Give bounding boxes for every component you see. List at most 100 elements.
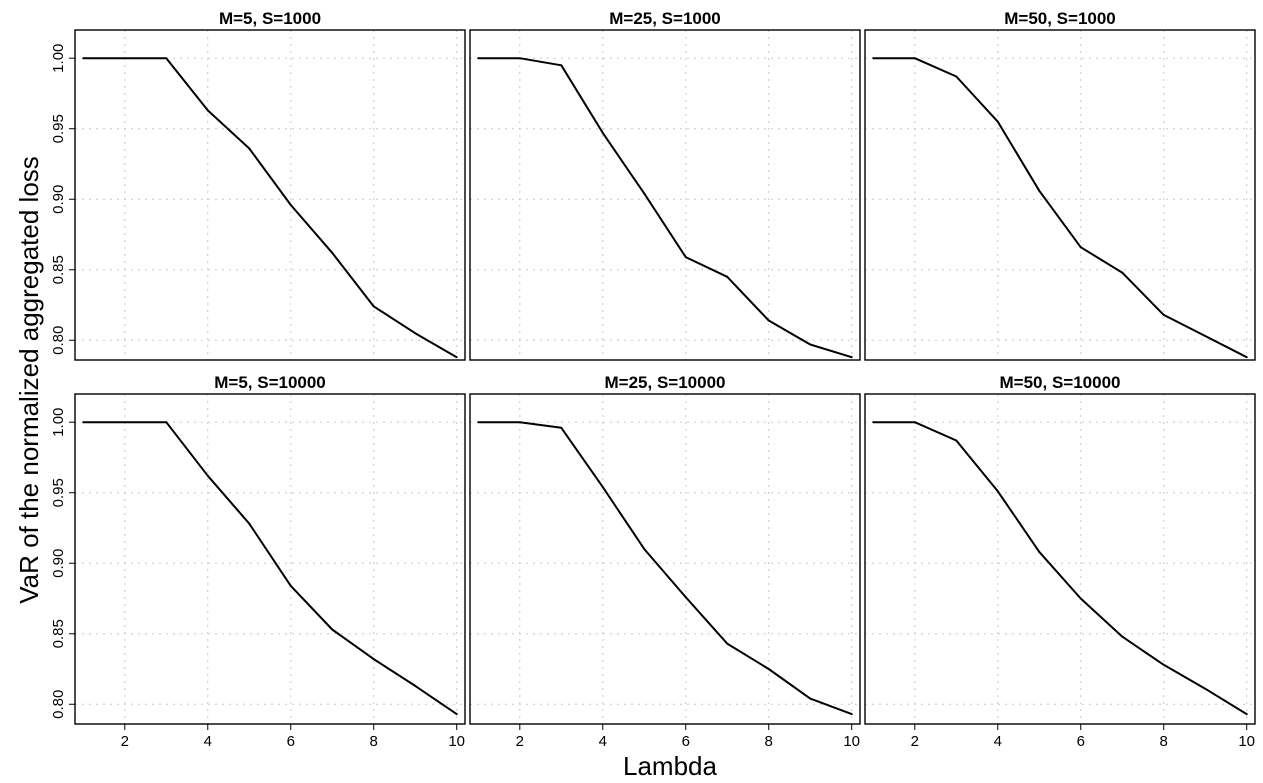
data-point [331, 628, 334, 631]
x-tick-label: 4 [204, 733, 212, 750]
data-point [955, 75, 958, 78]
data-point [643, 192, 646, 195]
series-line [873, 421, 1248, 715]
panel-title: M=5, S=1000 [219, 9, 321, 28]
data-point [206, 474, 209, 477]
chart-panel: M=5, S=1000 0.80 0.85 0.90 0.95 1.00 [50, 9, 466, 361]
data-point [1245, 713, 1248, 716]
x-tick-label: 6 [682, 733, 690, 750]
data-point [601, 486, 604, 489]
data-point [477, 421, 480, 424]
data-point [248, 147, 251, 150]
y-tick-label: 0.90 [50, 185, 67, 214]
chart-panel: M=25, S=10000 2 4 6 8 10 [469, 373, 861, 750]
data-point [850, 713, 853, 716]
data-point [560, 64, 563, 67]
y-tick-label: 0.80 [50, 326, 67, 355]
x-tick-label: 2 [121, 733, 129, 750]
y-tick-label: 0.95 [50, 478, 67, 507]
panel-title: M=25, S=1000 [609, 9, 721, 28]
data-point [518, 57, 521, 60]
data-point [1079, 246, 1082, 249]
data-point [1162, 313, 1165, 316]
data-point [1121, 271, 1124, 274]
data-point [414, 332, 417, 335]
data-point [372, 658, 375, 661]
data-point [955, 439, 958, 442]
data-point [1079, 597, 1082, 600]
data-point [82, 57, 85, 60]
data-point [1038, 189, 1041, 192]
data-point [643, 548, 646, 551]
panel-title: M=5, S=10000 [214, 373, 326, 392]
data-point [996, 120, 999, 123]
data-point [82, 421, 85, 424]
x-tick-label: 6 [287, 733, 295, 750]
data-point [414, 684, 417, 687]
data-point [872, 421, 875, 424]
x-tick-label: 10 [1238, 733, 1255, 750]
data-point [560, 426, 563, 429]
data-point [601, 131, 604, 134]
data-point [684, 256, 687, 259]
y-tick-label: 0.85 [50, 619, 67, 648]
x-tick-label: 2 [911, 733, 919, 750]
data-point [165, 57, 168, 60]
x-tick-label: 8 [1160, 733, 1168, 750]
panel-frame [469, 29, 861, 361]
data-point [726, 642, 729, 645]
x-tick-label: 4 [599, 733, 607, 750]
data-point [123, 57, 126, 60]
y-tick-label: 1.00 [50, 408, 67, 437]
data-point [872, 57, 875, 60]
data-point [477, 57, 480, 60]
x-tick-label: 10 [448, 733, 465, 750]
data-point [767, 319, 770, 322]
data-point [165, 421, 168, 424]
data-point [372, 305, 375, 308]
y-tick-label: 0.95 [50, 114, 67, 143]
panel-frame [74, 393, 466, 725]
data-point [455, 713, 458, 716]
data-point [455, 356, 458, 359]
data-point [684, 596, 687, 599]
x-axis-title: Lambda [623, 751, 717, 781]
data-point [767, 668, 770, 670]
data-point [913, 57, 916, 60]
x-tick-label: 4 [994, 733, 1002, 750]
series-line [83, 421, 458, 715]
data-point [289, 203, 292, 206]
panel-frame [864, 393, 1256, 725]
data-point [996, 490, 999, 493]
y-axis-title: VaR of the normalized aggregated loss [14, 156, 44, 604]
data-point [289, 584, 292, 587]
x-tick-label: 10 [843, 733, 860, 750]
y-tick-label: 1.00 [50, 44, 67, 73]
x-tick-label: 6 [1077, 733, 1085, 750]
data-point [850, 356, 853, 359]
data-point [726, 275, 729, 278]
series-line [478, 421, 853, 716]
data-point [331, 251, 334, 254]
series-line [83, 57, 458, 359]
data-point [1245, 356, 1248, 359]
data-point [809, 697, 812, 700]
series-line [873, 57, 1248, 359]
x-tick-label: 8 [765, 733, 773, 750]
data-point [1038, 550, 1041, 553]
chart-panel: M=50, S=1000 [864, 9, 1256, 361]
panel-grid: M=5, S=1000 0.80 0.85 0.90 0.95 1.00 M=25, S=1… [50, 9, 1256, 750]
x-tick-label: 2 [516, 733, 524, 750]
data-point [913, 421, 916, 424]
panel-frame [469, 393, 861, 725]
y-tick-label: 0.80 [50, 690, 67, 719]
data-point [809, 343, 812, 346]
series-line [478, 57, 852, 359]
panel-frame [864, 29, 1256, 361]
data-point [1121, 635, 1124, 638]
data-point [1162, 663, 1165, 666]
y-tick-label: 0.85 [50, 255, 67, 284]
data-point [1204, 687, 1207, 690]
chart-panel: M=50, S=10000 2 4 6 8 10 [864, 373, 1256, 750]
